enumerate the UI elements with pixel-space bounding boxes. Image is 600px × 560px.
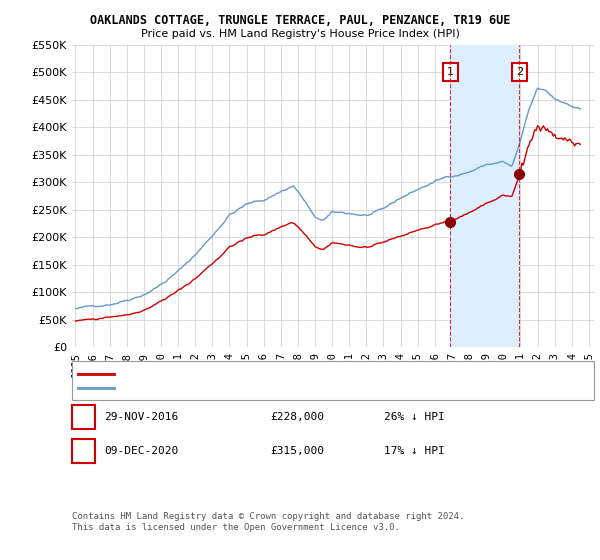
Text: 1: 1 <box>447 67 454 77</box>
Text: 2: 2 <box>516 67 523 77</box>
Text: 29-NOV-2016: 29-NOV-2016 <box>104 412 178 422</box>
Text: 2: 2 <box>80 444 87 458</box>
Text: £315,000: £315,000 <box>270 446 324 456</box>
Text: £228,000: £228,000 <box>270 412 324 422</box>
Text: HPI: Average price, detached house, Cornwall: HPI: Average price, detached house, Corn… <box>120 383 379 393</box>
Text: Price paid vs. HM Land Registry's House Price Index (HPI): Price paid vs. HM Land Registry's House … <box>140 29 460 39</box>
Text: OAKLANDS COTTAGE, TRUNGLE TERRACE, PAUL, PENZANCE, TR19 6UE (detached hous…: OAKLANDS COTTAGE, TRUNGLE TERRACE, PAUL,… <box>120 368 560 379</box>
Text: Contains HM Land Registry data © Crown copyright and database right 2024.
This d: Contains HM Land Registry data © Crown c… <box>72 512 464 532</box>
Text: 17% ↓ HPI: 17% ↓ HPI <box>384 446 445 456</box>
Bar <box>451 45 520 347</box>
Text: 1: 1 <box>80 410 87 424</box>
Text: OAKLANDS COTTAGE, TRUNGLE TERRACE, PAUL, PENZANCE, TR19 6UE: OAKLANDS COTTAGE, TRUNGLE TERRACE, PAUL,… <box>90 14 510 27</box>
Text: 09-DEC-2020: 09-DEC-2020 <box>104 446 178 456</box>
Text: 26% ↓ HPI: 26% ↓ HPI <box>384 412 445 422</box>
